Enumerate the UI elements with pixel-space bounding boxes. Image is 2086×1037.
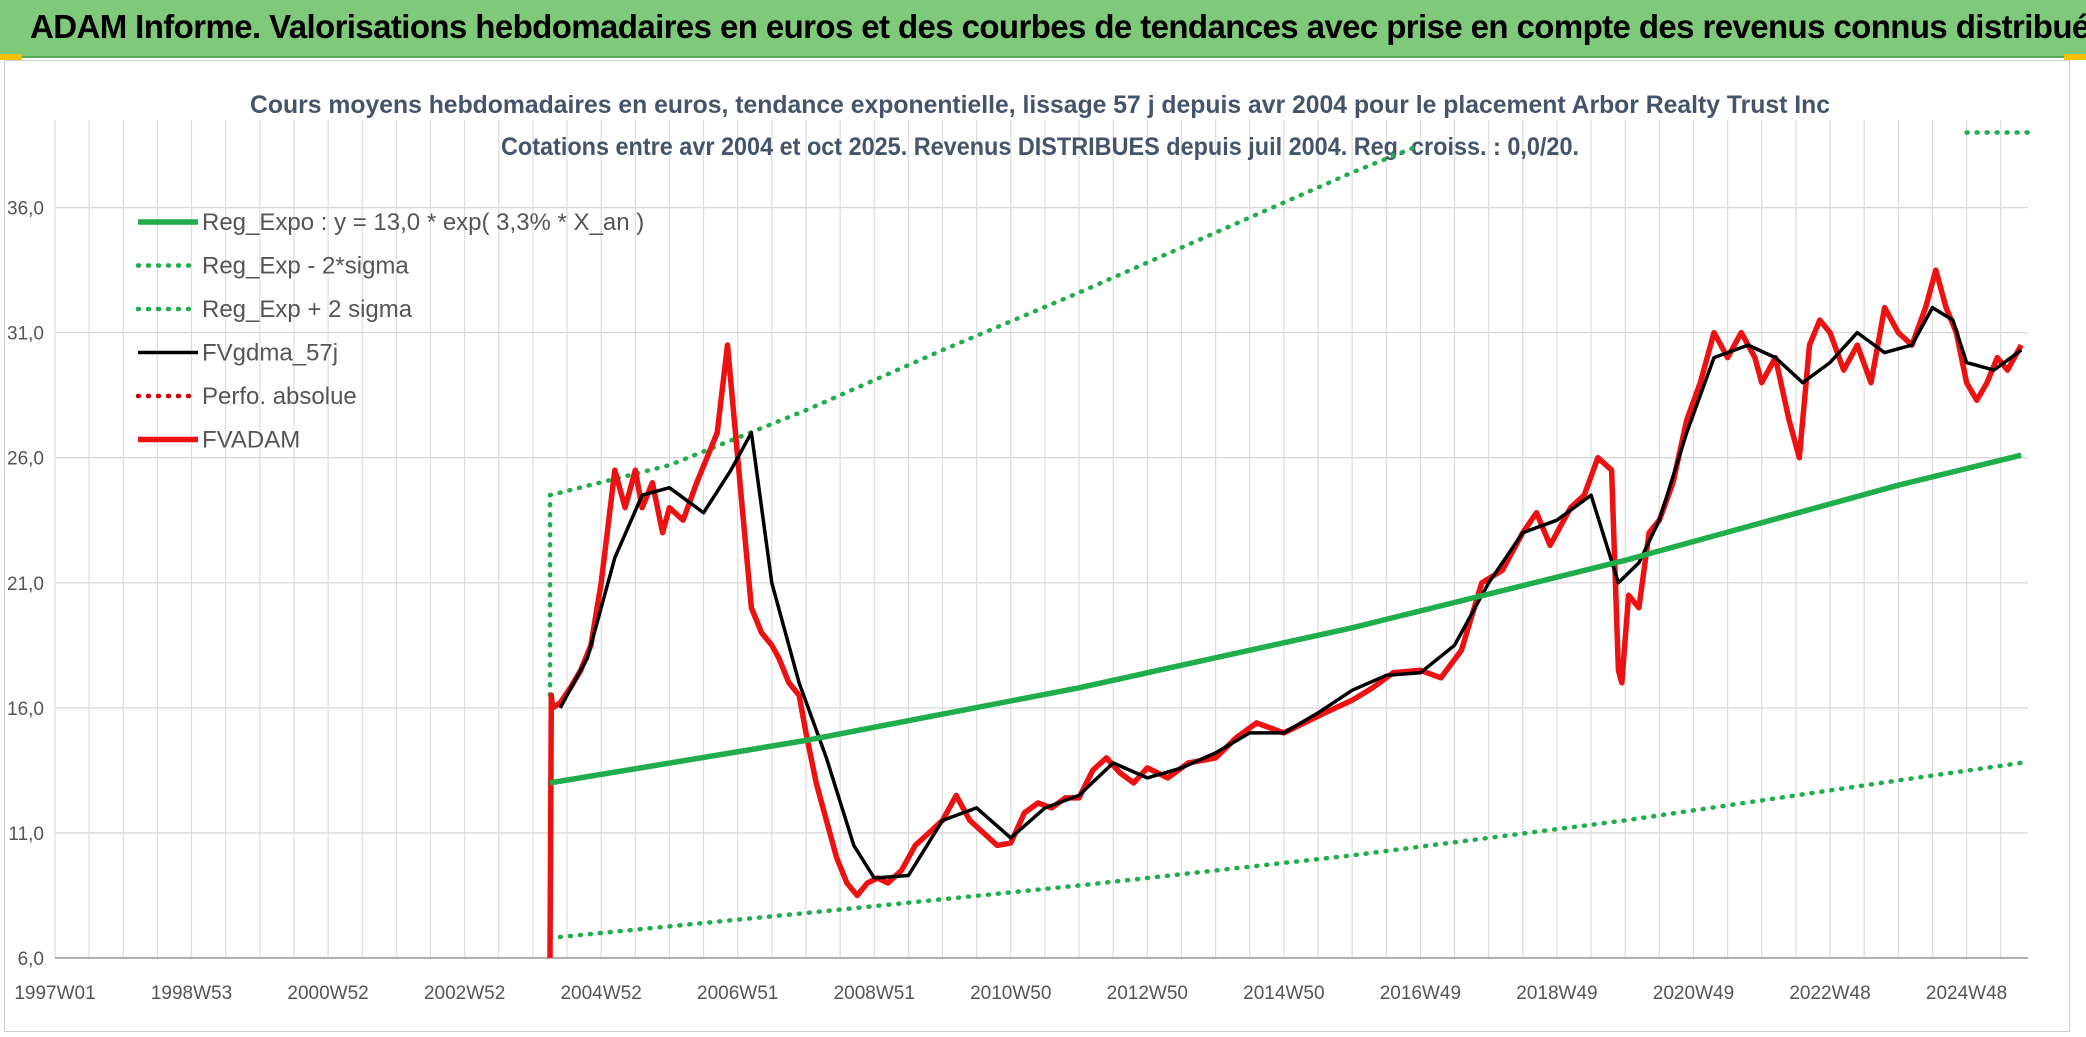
corner-marker-right <box>2064 54 2086 60</box>
series-line-fvgdma57j <box>558 305 2023 880</box>
series-line-regexpo <box>549 452 2022 786</box>
x-tick-label: 2002W52 <box>424 983 505 1004</box>
x-tick-label: 2022W48 <box>1789 983 1870 1004</box>
y-tick-label: 6,0 <box>18 949 44 970</box>
x-tick-label: 1998W53 <box>151 983 232 1004</box>
report-banner: ADAM Informe. Valorisations hebdomadaire… <box>0 0 2086 58</box>
x-tick-label: 2000W52 <box>287 983 368 1004</box>
series-line-regexp <box>547 760 2024 941</box>
legend-label: Reg_Expo : y = 13,0 * exp( 3,3% * X_an ) <box>202 209 644 236</box>
x-tick-label: 2016W49 <box>1380 983 1461 1004</box>
legend-label: Reg_Exp + 2 sigma <box>202 296 413 323</box>
x-tick-label: 2024W48 <box>1926 983 2007 1004</box>
x-tick-label: 2010W50 <box>970 983 1051 1004</box>
chart-frame <box>4 60 2070 1032</box>
series-line-fvadam <box>547 267 2024 959</box>
legend-label: Reg_Exp - 2*sigma <box>202 253 409 280</box>
y-tick-label: 16,0 <box>7 699 44 720</box>
y-tick-label: 11,0 <box>8 824 44 845</box>
chart-subtitle: Cotations entre avr 2004 et oct 2025. Re… <box>501 133 1579 161</box>
x-tick-label: 2014W50 <box>1243 983 1324 1004</box>
legend-label: Perfo. absolue <box>202 383 357 410</box>
x-tick-label: 2006W51 <box>697 983 778 1004</box>
y-tick-label: 31,0 <box>7 324 44 345</box>
x-tick-label: 2020W49 <box>1653 983 1734 1004</box>
series-line-regexp <box>547 142 1423 698</box>
x-tick-label: 2004W52 <box>560 983 641 1004</box>
x-tick-label: 2012W50 <box>1107 983 1188 1004</box>
chart-title: Cours moyens hebdomadaires en euros, ten… <box>250 91 1830 119</box>
report-title: ADAM Informe. Valorisations hebdomadaire… <box>30 8 2086 45</box>
x-tick-label: 1997W01 <box>14 983 95 1004</box>
y-tick-label: 21,0 <box>7 574 44 595</box>
y-tick-label: 26,0 <box>7 449 44 470</box>
x-tick-label: 2018W49 <box>1516 983 1597 1004</box>
legend-label: FVADAM <box>202 427 300 454</box>
x-tick-label: 2008W51 <box>834 983 915 1004</box>
corner-marker-left <box>0 54 22 60</box>
legend-label: FVgdma_57j <box>202 340 338 367</box>
y-tick-label: 36,0 <box>7 199 44 220</box>
